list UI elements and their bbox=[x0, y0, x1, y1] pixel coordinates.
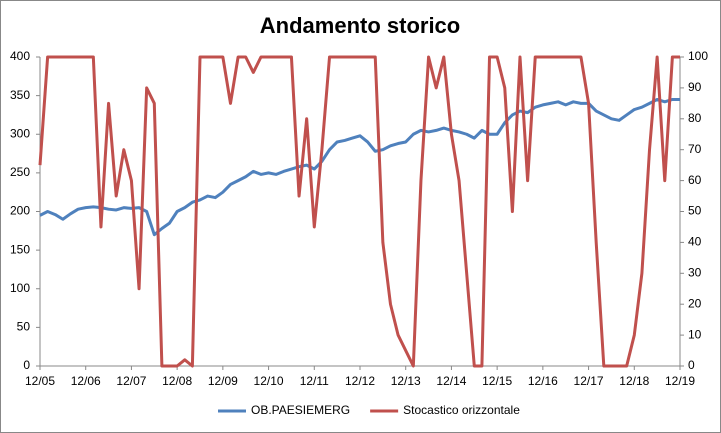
y2-tick-label: 40 bbox=[688, 235, 702, 249]
x-tick-label: 12/15 bbox=[482, 374, 512, 388]
x-tick-label: 12/16 bbox=[528, 374, 558, 388]
y-tick-label: 0 bbox=[23, 358, 30, 372]
y2-tick-label: 80 bbox=[688, 111, 702, 125]
y2-tick-label: 0 bbox=[688, 358, 695, 372]
y-tick-label: 150 bbox=[10, 242, 30, 256]
y-tick-label: 250 bbox=[10, 165, 30, 179]
y2-tick-label: 50 bbox=[688, 204, 702, 218]
legend-label: OB.PAESIEMERG bbox=[251, 403, 350, 417]
y2-tick-label: 100 bbox=[688, 49, 708, 63]
y2-tick-label: 70 bbox=[688, 142, 702, 156]
x-tick-label: 12/18 bbox=[619, 374, 649, 388]
y-tick-label: 350 bbox=[10, 88, 30, 102]
y-tick-label: 50 bbox=[17, 320, 31, 334]
series-line bbox=[39, 97, 680, 237]
x-tick-label: 12/09 bbox=[208, 374, 238, 388]
x-tick-label: 12/14 bbox=[436, 374, 466, 388]
x-tick-label: 12/13 bbox=[391, 374, 421, 388]
series-line bbox=[38, 55, 680, 368]
x-tick-label: 12/08 bbox=[162, 374, 192, 388]
x-tick-label: 12/06 bbox=[71, 374, 101, 388]
x-tick-label: 12/05 bbox=[25, 374, 55, 388]
y-tick-label: 100 bbox=[10, 281, 30, 295]
x-tick-label: 12/19 bbox=[665, 374, 695, 388]
y2-tick-label: 10 bbox=[688, 327, 702, 341]
x-tick-label: 12/10 bbox=[254, 374, 284, 388]
y2-tick-label: 20 bbox=[688, 296, 702, 310]
x-tick-label: 12/17 bbox=[574, 374, 604, 388]
legend-label: Stocastico orizzontale bbox=[403, 403, 520, 417]
x-tick-label: 12/07 bbox=[116, 374, 146, 388]
chart-title: Andamento storico bbox=[260, 13, 460, 38]
y2-tick-label: 90 bbox=[688, 80, 702, 94]
x-tick-label: 12/12 bbox=[345, 374, 375, 388]
y-tick-label: 300 bbox=[10, 126, 30, 140]
y-tick-label: 200 bbox=[10, 204, 30, 218]
x-tick-label: 12/11 bbox=[300, 374, 329, 388]
y2-tick-label: 30 bbox=[688, 265, 702, 279]
y-tick-label: 400 bbox=[10, 49, 30, 63]
y2-tick-label: 60 bbox=[688, 173, 702, 187]
